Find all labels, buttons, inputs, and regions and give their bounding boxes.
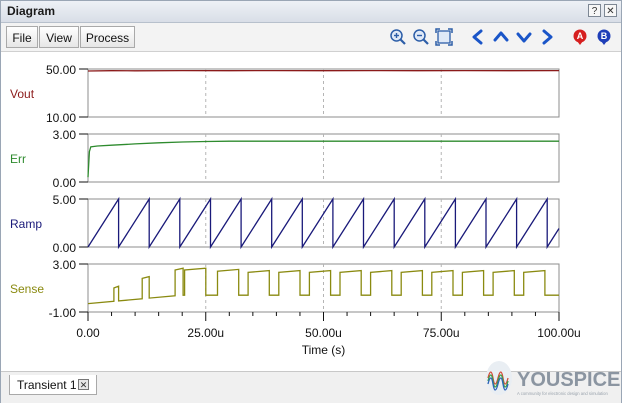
logo-text: YOUSPICE bbox=[517, 369, 620, 391]
tab-transient-1[interactable]: Transient 1 ✕ bbox=[9, 375, 97, 395]
y-tick-label: 50.00 bbox=[46, 63, 76, 77]
trace-sense bbox=[87, 267, 559, 305]
cursor-a-icon[interactable]: A bbox=[571, 28, 589, 46]
zoom-fit-icon[interactable] bbox=[435, 28, 453, 46]
arrow-left-icon[interactable] bbox=[469, 28, 487, 46]
x-tick-label: 50.00u bbox=[305, 326, 342, 340]
cursor-b-icon[interactable]: B bbox=[595, 28, 613, 46]
trace-ramp bbox=[87, 196, 560, 250]
signal-label-err: Err bbox=[10, 152, 26, 166]
x-tick-label: 0.00 bbox=[76, 326, 100, 340]
file-menu-button[interactable]: File bbox=[6, 26, 38, 48]
y-tick-label: 0.00 bbox=[53, 241, 77, 255]
signal-label-sense: Sense bbox=[10, 282, 44, 296]
y-tick-label: 3.00 bbox=[53, 128, 77, 142]
waveform-plots[interactable]: 50.00 10.00 Vout 3.00 0.00 Err 5.00 0.00 Ramp 3.0… bbox=[2, 53, 620, 369]
title-bar: Diagram ? ✕ bbox=[1, 1, 621, 23]
cursor-a-label: A bbox=[577, 31, 584, 41]
arrow-down-icon[interactable] bbox=[515, 28, 533, 46]
view-menu-button[interactable]: View bbox=[39, 26, 79, 48]
process-menu-button[interactable]: Process bbox=[80, 26, 135, 48]
tab-strip: Transient 1 ✕ bbox=[1, 371, 621, 403]
y-tick-label: -1.00 bbox=[49, 306, 77, 320]
x-axis-label: Time (s) bbox=[302, 343, 346, 357]
close-button[interactable]: ✕ bbox=[604, 4, 617, 17]
tab-label: Transient 1 bbox=[17, 378, 77, 392]
zoom-in-icon[interactable] bbox=[389, 28, 407, 46]
help-button[interactable]: ? bbox=[588, 4, 601, 17]
y-tick-label: 5.00 bbox=[53, 193, 77, 207]
toolbar: File View Process bbox=[1, 23, 621, 52]
y-tick-label: 10.00 bbox=[46, 111, 76, 125]
trace-err bbox=[87, 140, 559, 178]
y-tick-label: 0.00 bbox=[53, 176, 77, 190]
youspice-logo: YOUSPICE A community for electronic desi… bbox=[486, 361, 620, 396]
signal-label-vout: Vout bbox=[10, 87, 35, 101]
arrow-right-icon[interactable] bbox=[538, 28, 556, 46]
zoom-out-icon[interactable] bbox=[412, 28, 430, 46]
cursor-b-label: B bbox=[601, 31, 608, 41]
arrow-up-icon[interactable] bbox=[492, 28, 510, 46]
x-tick-label: 100.00u bbox=[537, 326, 580, 340]
window-title: Diagram bbox=[7, 4, 56, 18]
y-tick-label: 3.00 bbox=[53, 258, 77, 272]
waveform-logo-icon bbox=[486, 361, 512, 395]
x-tick-label: 75.00u bbox=[423, 326, 460, 340]
logo-tagline: A community for electronic design and si… bbox=[517, 391, 608, 396]
plot-area: 50.00 10.00 Vout 3.00 0.00 Err 5.00 0.00 Ramp 3.0… bbox=[2, 53, 620, 369]
tab-close-icon[interactable]: ✕ bbox=[78, 379, 89, 390]
x-tick-label: 25.00u bbox=[187, 326, 224, 340]
signal-label-ramp: Ramp bbox=[10, 217, 42, 231]
